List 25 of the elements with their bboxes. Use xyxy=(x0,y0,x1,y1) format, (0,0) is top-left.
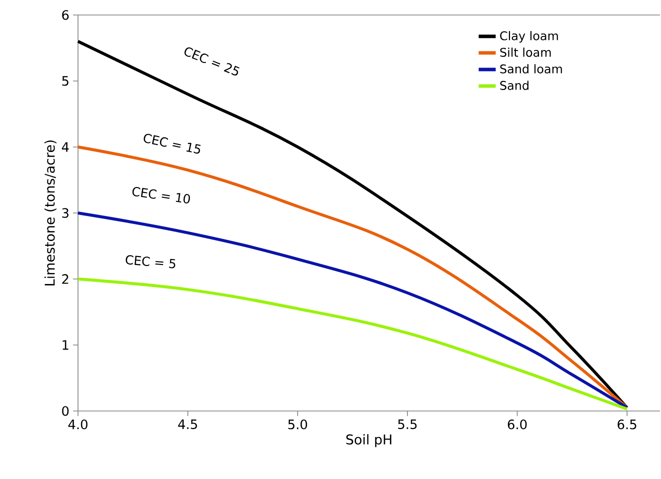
annotation: CEC = 10 xyxy=(132,187,190,204)
y-tick-label: 6 xyxy=(62,10,69,20)
y-tick-label: 3 xyxy=(62,208,68,218)
y-tick-label: 4 xyxy=(62,142,69,152)
x-tick-label: 4.0 xyxy=(68,420,88,430)
x-tick-label: 4.5 xyxy=(178,420,197,430)
x-tick-label: 5.5 xyxy=(398,420,417,430)
y-tick-label: 1 xyxy=(62,340,68,350)
annotation: CEC = 5 xyxy=(126,255,176,268)
y-axis-title: Limestone (tons/acre) xyxy=(44,140,56,286)
x-tick-label: 6.5 xyxy=(618,420,636,430)
x-axis-title: Soil pH xyxy=(346,434,392,448)
y-tick-label: 0 xyxy=(62,406,69,416)
line-series xyxy=(76,211,629,410)
line-series xyxy=(76,277,629,410)
y-tick-label: 5 xyxy=(62,76,68,86)
legend-label: Sand xyxy=(500,80,528,90)
y-tick-label: 2 xyxy=(62,274,68,284)
x-tick-label: 5.0 xyxy=(288,420,308,430)
annotation: CEC = 15 xyxy=(144,134,201,154)
legend-label: Clay loam xyxy=(500,31,558,43)
annotation: CEC = 25 xyxy=(184,47,240,76)
legend-label: Sand loam xyxy=(500,64,562,74)
legend-label: Silt loam xyxy=(500,48,551,57)
x-tick-label: 6.0 xyxy=(508,420,527,430)
